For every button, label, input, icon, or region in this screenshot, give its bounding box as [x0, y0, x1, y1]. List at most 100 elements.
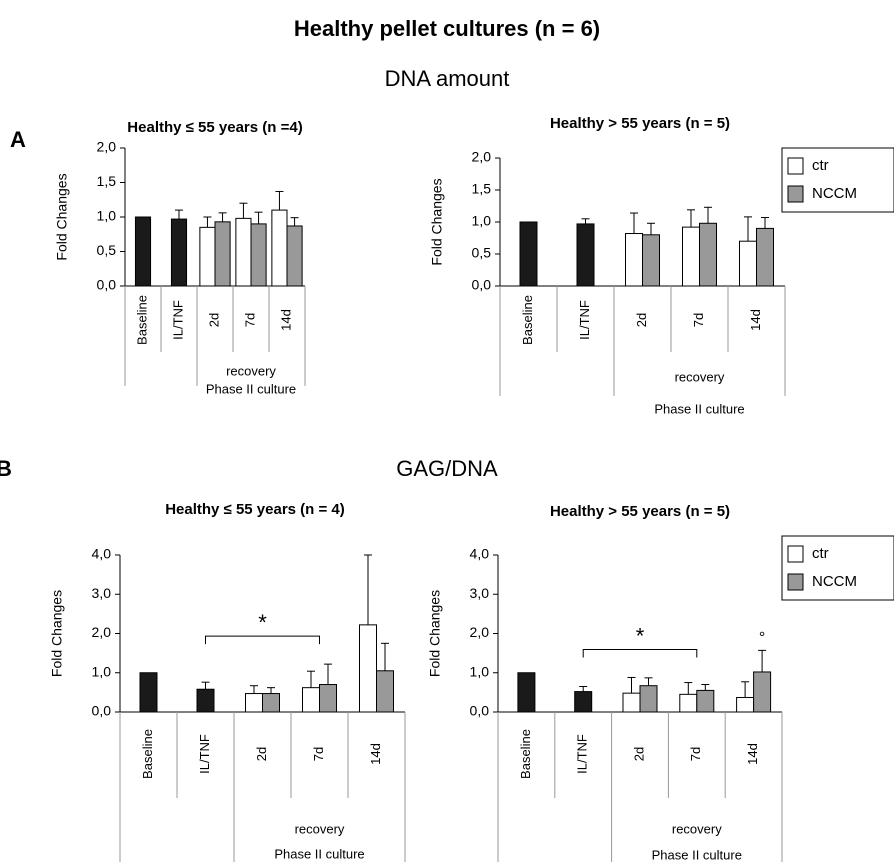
- x-tick-label: Baseline: [134, 295, 149, 345]
- x-tick-label: IL/TNF: [197, 734, 212, 774]
- bar: [682, 226, 700, 287]
- y-tick-label: 0,5: [472, 245, 492, 261]
- y-axis-label: Fold Changes: [427, 590, 443, 677]
- x-tick-label: IL/TNF: [575, 734, 590, 774]
- x-tick-label: 14d: [748, 309, 763, 331]
- x-tick-label: IL/TNF: [170, 300, 185, 340]
- section-heading: GAG/DNA: [396, 456, 498, 481]
- bar: [196, 688, 215, 713]
- significance-bracket: [582, 648, 698, 658]
- bar: [756, 227, 774, 287]
- x-tick-label: IL/TNF: [577, 300, 592, 340]
- bar: [679, 693, 698, 713]
- x-tick-label: 2d: [634, 313, 649, 327]
- bar: [576, 223, 595, 287]
- x-tick-label: 2d: [254, 747, 269, 761]
- y-tick-label: 0,0: [92, 703, 112, 719]
- y-tick-label: 1,5: [472, 181, 492, 197]
- x-tick-label: 14d: [368, 743, 383, 765]
- x-tick-label: Baseline: [140, 729, 155, 779]
- y-tick-label: 2,0: [97, 139, 117, 155]
- y-tick-label: 0,0: [470, 703, 490, 719]
- y-tick-label: 1,0: [92, 663, 112, 679]
- x-tick-label: 14d: [278, 309, 293, 331]
- chart-title: Healthy > 55 years (n = 5): [550, 115, 730, 132]
- point-note: °: [759, 630, 765, 647]
- chart-title: Healthy ≤ 55 years (n =4): [127, 119, 302, 136]
- bar: [235, 217, 252, 287]
- x-axis-label: Phase II culture: [652, 847, 742, 862]
- bar: [517, 672, 536, 713]
- bar: [739, 240, 757, 287]
- bar: [170, 218, 188, 287]
- y-tick-label: 4,0: [470, 546, 490, 562]
- y-tick-label: 1,5: [97, 173, 117, 189]
- x-tick-label: 7d: [688, 747, 703, 761]
- bar: [519, 221, 538, 287]
- x-tick-label: 7d: [691, 313, 706, 327]
- bar: [286, 225, 303, 287]
- section-heading: DNA amount: [385, 66, 510, 91]
- bar: [376, 670, 394, 713]
- legend-swatch: [787, 573, 804, 591]
- y-tick-label: 3,0: [92, 585, 112, 601]
- y-tick-label: 0,5: [97, 242, 117, 258]
- panel-letter: B: [0, 456, 12, 481]
- x-axis-label: Phase II culture: [274, 846, 364, 861]
- x-axis-label: Phase II culture: [206, 381, 296, 396]
- group-label: recovery: [675, 369, 725, 384]
- bar: [245, 693, 263, 713]
- x-tick-label: Baseline: [518, 729, 533, 779]
- significance-mark: *: [258, 610, 267, 635]
- chart-title: Healthy ≤ 55 years (n = 4): [165, 501, 345, 518]
- bar: [199, 226, 216, 287]
- bar: [639, 685, 658, 713]
- bar: [625, 233, 643, 287]
- legend-label: NCCM: [812, 573, 857, 590]
- bar: [622, 692, 641, 713]
- bar: [696, 689, 715, 713]
- x-tick-label: 14d: [745, 743, 760, 765]
- group-label: recovery: [295, 821, 345, 836]
- y-tick-label: 1,0: [470, 663, 490, 679]
- x-tick-label: 7d: [311, 747, 326, 761]
- x-tick-label: 2d: [631, 747, 646, 761]
- legend-label: ctr: [812, 157, 829, 174]
- bar: [134, 216, 152, 287]
- x-axis-label: Phase II culture: [654, 401, 744, 416]
- bar: [214, 221, 231, 287]
- x-tick-label: 7d: [242, 313, 257, 327]
- y-tick-label: 0,0: [472, 277, 492, 293]
- group-label: recovery: [226, 363, 276, 378]
- significance-bracket: [205, 635, 320, 645]
- bar: [574, 691, 593, 713]
- y-axis-label: Fold Changes: [429, 178, 445, 265]
- y-tick-label: 0,0: [97, 277, 117, 293]
- y-axis-label: Fold Changes: [54, 173, 70, 260]
- bar: [302, 687, 320, 713]
- x-tick-label: Baseline: [520, 295, 535, 345]
- y-tick-label: 2,0: [92, 624, 112, 640]
- bar: [753, 671, 772, 713]
- y-tick-label: 1,0: [472, 213, 492, 229]
- y-tick-label: 1,0: [97, 208, 117, 224]
- bar: [271, 209, 288, 287]
- bar: [359, 624, 377, 713]
- group-label: recovery: [672, 821, 722, 836]
- bar: [642, 234, 660, 287]
- y-tick-label: 4,0: [92, 546, 112, 562]
- y-tick-label: 2,0: [472, 149, 492, 165]
- bar: [262, 693, 280, 713]
- bar: [736, 696, 755, 713]
- chart-title: Healthy > 55 years (n = 5): [550, 503, 730, 520]
- y-tick-label: 2,0: [470, 624, 490, 640]
- bar: [319, 684, 337, 713]
- legend-swatch: [787, 185, 804, 203]
- significance-mark: *: [636, 623, 645, 648]
- panel-letter: A: [10, 127, 26, 152]
- figure-title: Healthy pellet cultures (n = 6): [294, 16, 600, 41]
- x-tick-label: 2d: [206, 313, 221, 327]
- legend-label: ctr: [812, 545, 829, 562]
- bar: [699, 222, 717, 287]
